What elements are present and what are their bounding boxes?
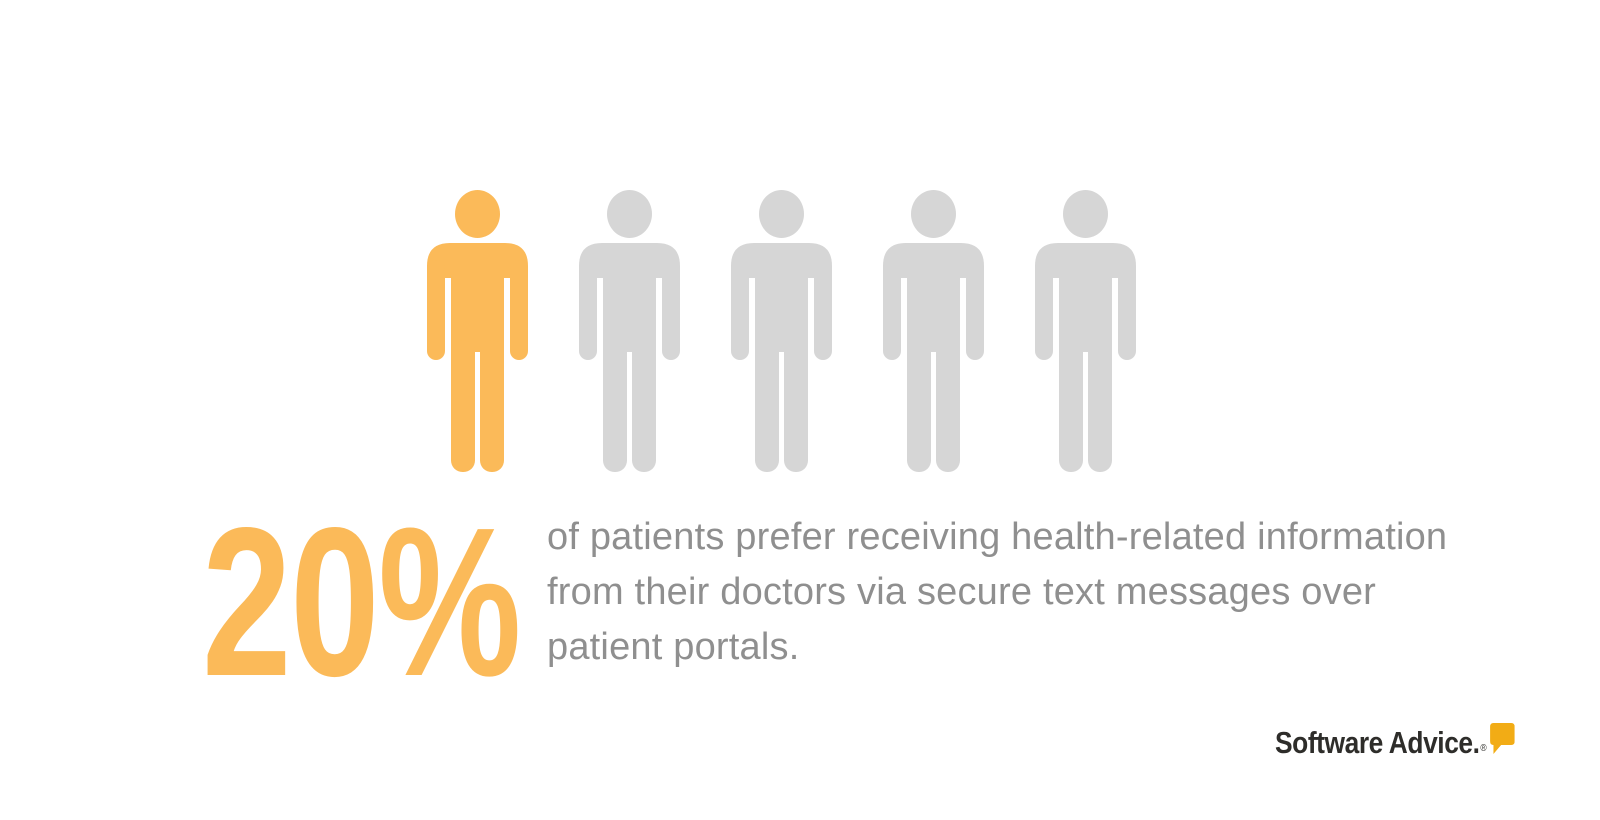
brand-logo: Software Advice. ® <box>1275 723 1515 760</box>
speech-bubble-icon <box>1490 723 1515 754</box>
pictograph-row <box>425 190 1138 472</box>
person-icon-muted <box>731 190 832 472</box>
brand-logo-text: Software Advice. <box>1275 725 1480 760</box>
person-icon-muted <box>579 190 680 472</box>
stat-value: 20% <box>202 483 521 720</box>
person-icon-muted <box>1035 190 1136 472</box>
stat-statement: of patients prefer receiving health-rela… <box>547 516 1448 668</box>
person-icon-muted <box>883 190 984 472</box>
registered-trademark: ® <box>1480 743 1487 754</box>
person-icon-highlighted <box>427 190 528 472</box>
